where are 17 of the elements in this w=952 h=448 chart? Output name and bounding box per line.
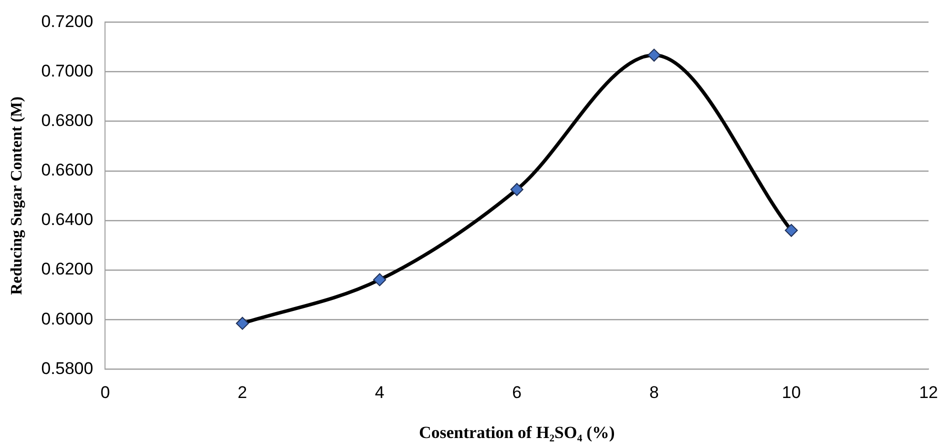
y-tick-label: 0.6800 xyxy=(41,111,94,130)
y-tick-label: 0.6200 xyxy=(41,260,94,279)
x-tick-label: 4 xyxy=(374,383,384,402)
x-tick-label: 0 xyxy=(100,383,110,402)
y-tick-label: 0.7000 xyxy=(41,61,94,80)
y-tick-label: 0.7200 xyxy=(41,12,94,31)
y-tick-label: 0.6400 xyxy=(41,210,94,230)
x-tick-label: 2 xyxy=(238,383,248,402)
y-axis-title: Reducing Sugar Content (M) xyxy=(8,96,26,295)
x-tick-label: 6 xyxy=(512,383,522,402)
x-tick-label: 12 xyxy=(919,383,938,402)
x-tick-label: 8 xyxy=(649,383,659,402)
y-tick-label: 0.6000 xyxy=(41,309,94,328)
x-tick-label: 10 xyxy=(782,383,801,402)
y-tick-label: 0.5800 xyxy=(41,358,94,378)
y-tick-label: 0.6600 xyxy=(41,160,94,180)
x-axis-title: Cosentration of H₂SO₄ (%) xyxy=(418,423,615,442)
